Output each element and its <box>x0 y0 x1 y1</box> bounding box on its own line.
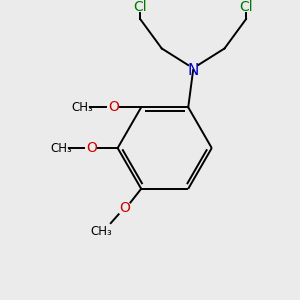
Text: CH₃: CH₃ <box>71 101 93 114</box>
Text: Cl: Cl <box>239 0 253 14</box>
Text: Cl: Cl <box>134 0 147 14</box>
Text: O: O <box>108 100 119 114</box>
Text: CH₃: CH₃ <box>50 142 72 154</box>
Text: N: N <box>188 62 199 77</box>
Text: O: O <box>119 201 130 215</box>
Text: O: O <box>87 141 98 155</box>
Text: CH₃: CH₃ <box>90 225 112 239</box>
